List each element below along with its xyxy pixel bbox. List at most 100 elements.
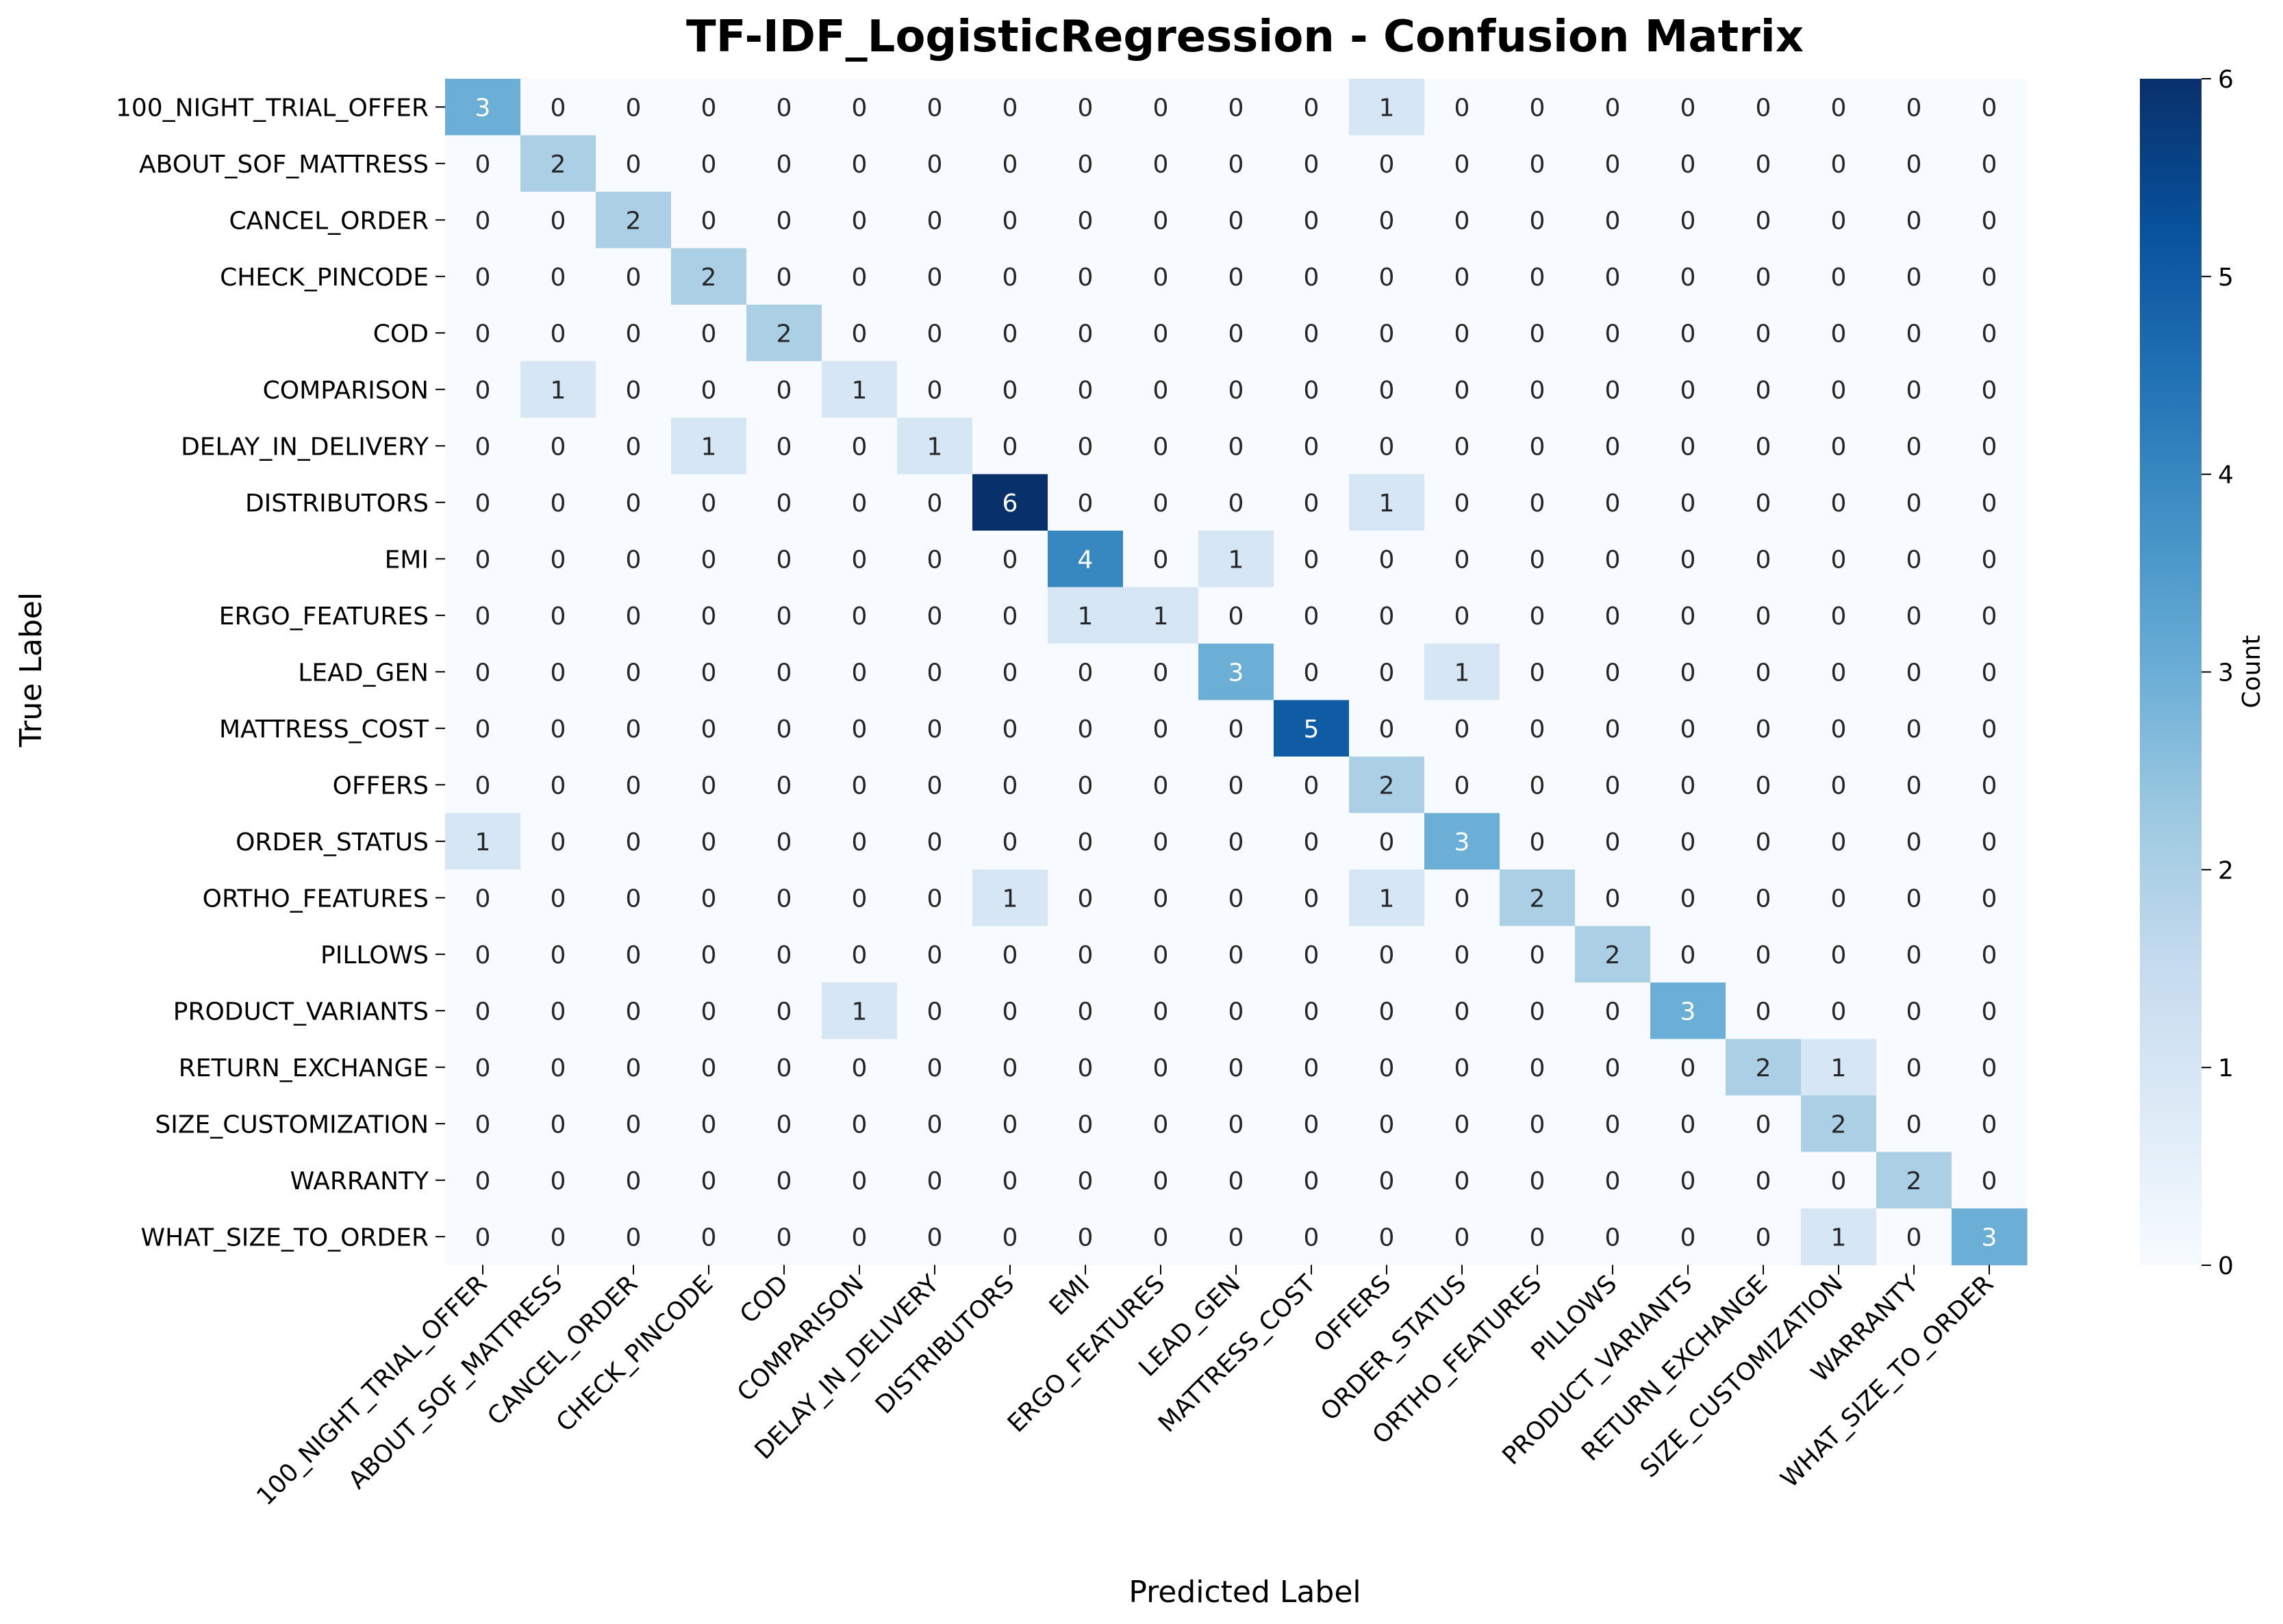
cell-value-r7-c12: 1: [1379, 490, 1395, 518]
cell-value-r18-c12: 0: [1379, 1111, 1395, 1139]
heatmap-cell-r17-c7: [972, 1039, 1048, 1096]
heatmap-cell-r8-c12: [1349, 531, 1425, 588]
cell-value-r1-c8: 0: [1078, 151, 1094, 179]
heatmap-cell-r8-c7: [972, 531, 1048, 588]
cell-value-r14-c19: 0: [1906, 885, 1922, 913]
cell-value-r9-c5: 0: [852, 602, 868, 631]
heatmap-cell-r3-c10: [1198, 248, 1274, 305]
cell-value-r1-c18: 0: [1831, 151, 1847, 179]
heatmap-cell-r11-c8: [1048, 700, 1124, 757]
heatmap-cell-r8-c9: [1123, 531, 1199, 588]
cell-value-r9-c4: 0: [777, 602, 792, 631]
heatmap-cell-r4-c2: [596, 305, 672, 362]
cell-value-r14-c8: 0: [1078, 885, 1094, 913]
cell-value-r4-c7: 0: [1002, 320, 1018, 348]
heatmap-cell-r10-c20: [1952, 644, 2028, 701]
cell-value-r12-c2: 0: [626, 772, 642, 800]
heatmap-cell-r7-c1: [520, 474, 596, 531]
heatmap-cell-r7-c17: [1726, 474, 1802, 531]
cell-value-r7-c16: 0: [1680, 490, 1696, 518]
heatmap-cell-r17-c1: [520, 1039, 596, 1096]
cell-value-r14-c10: 0: [1228, 885, 1244, 913]
heatmap-cell-r18-c16: [1650, 1095, 1726, 1153]
cell-value-r13-c17: 0: [1756, 828, 1771, 857]
heatmap-cell-r17-c18: [1801, 1039, 1877, 1096]
cell-value-r0-c1: 0: [551, 94, 566, 122]
heatmap-cell-r15-c4: [746, 926, 822, 983]
heatmap-cell-r15-c9: [1123, 926, 1199, 983]
heatmap-cell-r3-c2: [596, 248, 672, 305]
cell-value-r7-c3: 0: [701, 490, 717, 518]
cell-value-r14-c0: 0: [475, 885, 491, 913]
cell-value-r17-c3: 0: [701, 1054, 717, 1082]
heatmap-cell-r2-c1: [520, 192, 596, 249]
heatmap-cell-r4-c9: [1123, 305, 1199, 362]
heatmap-cell-r13-c20: [1952, 813, 2028, 870]
cell-value-r16-c6: 0: [927, 998, 943, 1026]
cell-value-r3-c13: 0: [1454, 264, 1470, 292]
heatmap-cell-r6-c10: [1198, 418, 1274, 475]
cell-value-r14-c13: 0: [1454, 885, 1470, 913]
heatmap-cell-r6-c19: [1876, 418, 1952, 475]
cell-value-r13-c10: 0: [1228, 828, 1244, 857]
cell-value-r1-c0: 0: [475, 151, 491, 179]
cell-value-r16-c20: 0: [1982, 998, 1997, 1026]
heatmap-cell-r4-c3: [671, 305, 747, 362]
heatmap-cell-r14-c15: [1575, 870, 1651, 927]
cell-value-r6-c10: 0: [1228, 433, 1244, 461]
cell-value-r18-c11: 0: [1304, 1111, 1320, 1139]
cell-value-r15-c0: 0: [475, 941, 491, 969]
cell-value-r3-c18: 0: [1831, 264, 1847, 292]
heatmap-cell-r11-c20: [1952, 700, 2028, 757]
heatmap-cell-r11-c11: [1274, 700, 1350, 757]
cell-value-r11-c2: 0: [626, 715, 642, 744]
cell-value-r14-c4: 0: [777, 885, 792, 913]
cell-value-r13-c12: 0: [1379, 828, 1395, 857]
heatmap-cell-r14-c6: [897, 870, 973, 927]
cell-value-r20-c15: 0: [1605, 1223, 1621, 1252]
heatmap-cell-r19-c9: [1123, 1152, 1199, 1209]
heatmap-cell-r3-c3: [671, 248, 747, 305]
heatmap-cell-r12-c14: [1500, 757, 1576, 814]
heatmap-cell-r6-c15: [1575, 418, 1651, 475]
heatmap-cell-r18-c13: [1424, 1095, 1500, 1153]
cell-value-r15-c6: 0: [927, 941, 943, 969]
heatmap-cell-r14-c7: [972, 870, 1048, 927]
heatmap-cell-r17-c16: [1650, 1039, 1726, 1096]
heatmap-cell-r10-c19: [1876, 644, 1952, 701]
cell-value-r8-c0: 0: [475, 546, 491, 574]
cell-value-r20-c12: 0: [1379, 1223, 1395, 1252]
heatmap-cell-r7-c20: [1952, 474, 2028, 531]
cell-value-r10-c15: 0: [1605, 659, 1621, 687]
heatmap-cell-r10-c1: [520, 644, 596, 701]
heatmap-cell-r16-c7: [972, 982, 1048, 1040]
heatmap-cell-r5-c8: [1048, 361, 1124, 418]
heatmap-cell-r18-c2: [596, 1095, 672, 1153]
heatmap-cell-r18-c12: [1349, 1095, 1425, 1153]
heatmap-cell-r4-c10: [1198, 305, 1274, 362]
heatmap-cell-r1-c6: [897, 135, 973, 192]
heatmap-cell-r1-c0: [445, 135, 521, 192]
cell-value-r0-c20: 0: [1982, 94, 1997, 122]
heatmap-cell-r9-c0: [445, 587, 521, 644]
heatmap-cell-r20-c16: [1650, 1208, 1726, 1266]
cell-value-r10-c3: 0: [701, 659, 717, 687]
heatmap-cell-r3-c9: [1123, 248, 1199, 305]
heatmap-cell-r3-c15: [1575, 248, 1651, 305]
cell-value-r19-c8: 0: [1078, 1167, 1094, 1195]
heatmap-cell-r7-c5: [822, 474, 898, 531]
cell-value-r14-c3: 0: [701, 885, 717, 913]
heatmap-cell-r4-c13: [1424, 305, 1500, 362]
heatmap-cell-r12-c12: [1349, 757, 1425, 814]
cell-value-r6-c15: 0: [1605, 433, 1621, 461]
cell-value-r5-c12: 0: [1379, 377, 1395, 405]
heatmap-cell-r18-c18: [1801, 1095, 1877, 1153]
x-tick-label-emi: EMI: [1044, 1270, 1096, 1321]
cell-value-r12-c8: 0: [1078, 772, 1094, 800]
heatmap-cell-r6-c17: [1726, 418, 1802, 475]
colorbar-label: Count: [2238, 635, 2266, 709]
cell-value-r6-c9: 0: [1153, 433, 1169, 461]
cell-value-r4-c14: 0: [1530, 320, 1546, 348]
cell-value-r15-c8: 0: [1078, 941, 1094, 969]
